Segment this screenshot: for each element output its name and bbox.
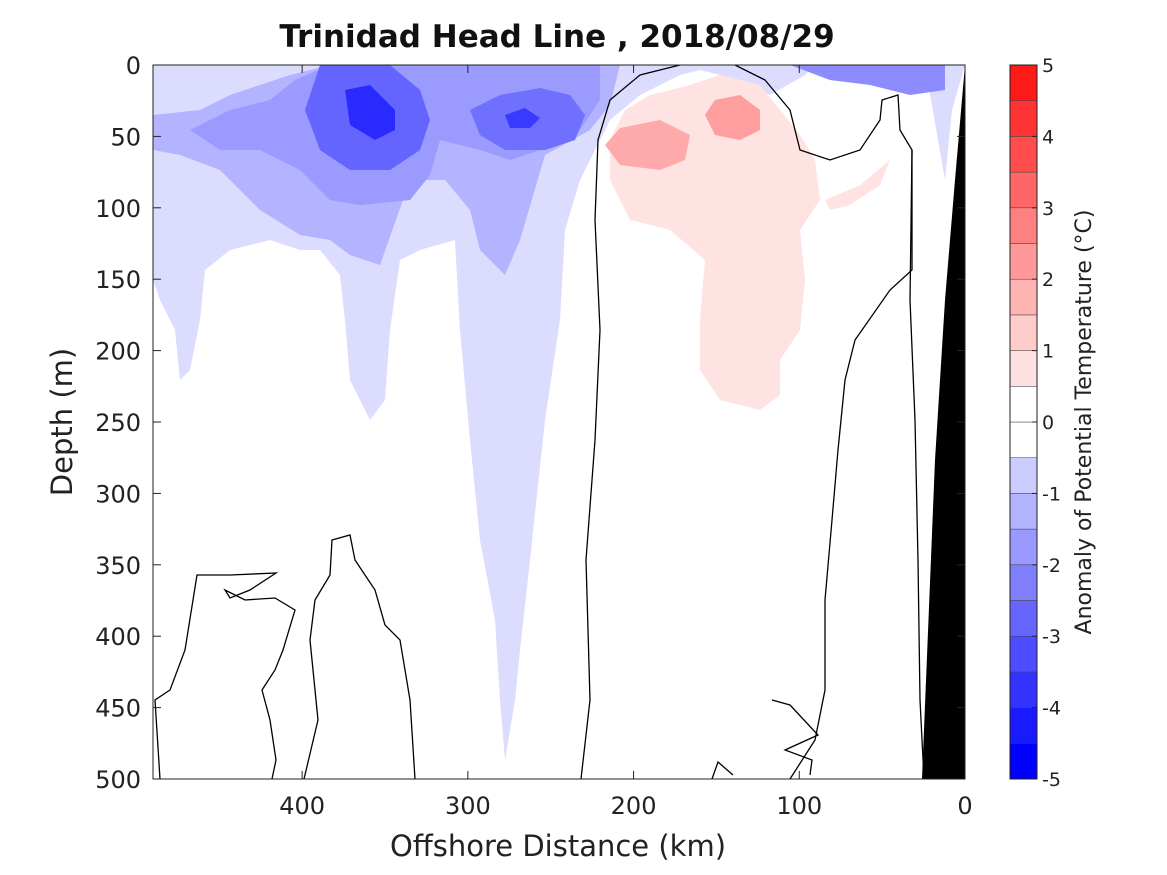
y-tick-label: 250 [95,409,141,437]
colorbar-tick-label: -1 [1042,483,1061,505]
colorbar-band [1009,457,1038,494]
colorbar-band [1009,350,1038,387]
colorbar-band [1009,564,1038,601]
colorbar-tick-label: 3 [1042,198,1054,220]
colorbar-band [1009,314,1038,351]
colorbar-band [1009,386,1038,423]
zero-contour-line [580,65,681,779]
zero-contour-line [154,572,296,779]
colorbar-tick-label: 4 [1042,126,1054,148]
x-tick-label: 100 [776,792,822,820]
colorbar-band [1009,100,1038,137]
colorbar-band [1009,64,1038,101]
y-tick-label: 300 [95,480,141,508]
zero-contour-line [771,699,820,776]
colorbar-tick-label: -2 [1042,555,1061,577]
colorbar: 5 4 3 2 1 0 -1 -2 -3 -4 -5 [1009,55,1061,791]
colorbar-band [1009,528,1038,566]
zero-contour-line [711,760,734,779]
colorbar-tick-label: 5 [1042,55,1054,77]
x-axis: 400 300 200 100 0 [279,65,973,820]
warm-core-east [705,95,760,140]
cold-near-coast [790,65,945,95]
chart-title: Trinidad Head Line , 2018/08/29 [279,19,834,55]
y-tick-label: 500 [95,766,141,794]
cold-core-west-center [345,85,395,140]
y-tick-label: 100 [95,195,141,223]
colorbar-band [1009,635,1038,673]
cold-core-east-center [505,108,540,128]
warm-core-west [605,120,690,170]
y-axis-label: Depth (m) [45,348,79,496]
x-axis-label: Offshore Distance (km) [390,829,726,863]
y-tick-label: 0 [126,52,141,80]
colorbar-band [1009,207,1038,244]
warm-patch-coast [825,160,890,210]
colorbar-band [1009,136,1038,173]
colorbar-band [1009,278,1038,316]
x-tick-label: 200 [611,792,657,820]
colorbar-tick-label: 2 [1042,269,1054,291]
colorbar-label: Anomaly of Potential Temperature (°C) [1072,210,1097,635]
x-tick-label: 300 [445,792,491,820]
y-tick-label: 350 [95,552,141,580]
y-tick-label: 150 [95,266,141,294]
colorbar-band [1009,600,1038,637]
colorbar-band [1009,743,1038,780]
x-tick-label: 0 [957,792,972,820]
y-tick-label: 400 [95,623,141,651]
x-tick-label: 400 [279,792,325,820]
colorbar-tick-label: -4 [1042,698,1061,720]
y-tick-label: 50 [110,123,141,151]
zero-contour-line [909,149,925,779]
colorbar-tick-label: 1 [1042,341,1054,363]
colorbar-tick-label: -3 [1042,626,1061,648]
colorbar-band [1009,243,1038,280]
zero-contour-line [303,534,416,779]
colorbar-band [1009,707,1038,744]
colorbar-band [1009,493,1038,530]
bathymetry-seafloor [922,65,965,779]
temperature-anomaly-field [153,65,965,779]
colorbar-band [1009,671,1038,708]
y-tick-label: 200 [95,338,141,366]
zero-to-cool-coast [905,95,945,190]
colorbar-band [1009,171,1038,209]
colorbar-tick-label: 0 [1042,412,1054,434]
colorbar-band [1009,421,1038,458]
y-axis: 0 50 100 150 200 250 300 350 400 450 500 [95,52,965,794]
y-tick-label: 450 [95,695,141,723]
colorbar-tick-label: -5 [1042,769,1061,791]
